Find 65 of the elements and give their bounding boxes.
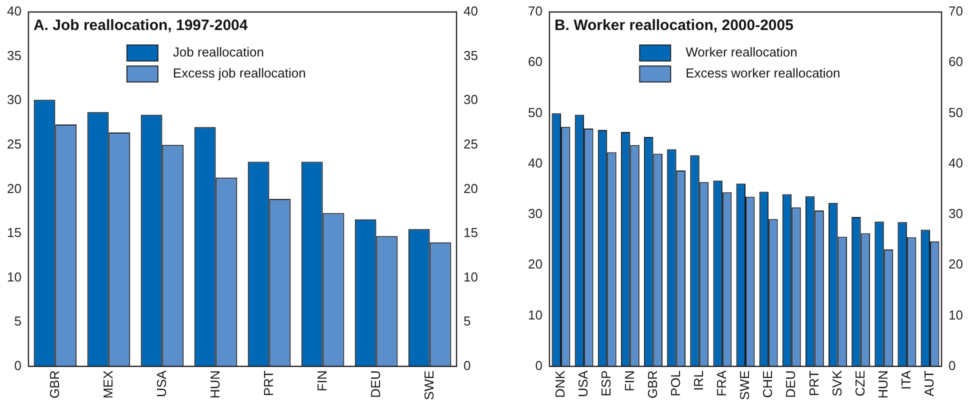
y2-tick-label: 25: [464, 136, 478, 152]
x-tick-label: AUT: [922, 370, 937, 396]
x-tick-label: IRL: [690, 370, 706, 391]
x-tick-label: PRT: [260, 370, 276, 396]
y-tick-label: 60: [528, 54, 542, 70]
x-tick-label: CZE: [852, 370, 868, 396]
y2-tick-label: 30: [948, 206, 964, 222]
y2-tick-label: 10: [948, 307, 964, 322]
y-tick-label: 10: [6, 269, 22, 284]
y-tick-label: 25: [6, 136, 22, 152]
y-tick-label: 20: [6, 180, 22, 196]
x-tick-label: DEU: [783, 370, 798, 398]
chart-title: A. Job reallocation, 1997-2004: [33, 17, 248, 34]
y-tick-label: 30: [6, 92, 22, 108]
y2-tick-label: 20: [948, 256, 964, 272]
y2-tick-label: 35: [464, 48, 478, 63]
x-tick-label: ITA: [898, 370, 914, 390]
x-tick-label: USA: [154, 370, 169, 398]
x-tick-label: GBR: [644, 370, 660, 399]
x-tick-label: FIN: [622, 370, 637, 392]
y-tick-label: 30: [528, 206, 542, 222]
y-tick-label: 40: [528, 155, 542, 170]
x-tick-label: ESP: [598, 370, 614, 396]
y-tick-label: 0: [535, 358, 542, 373]
x-tick-label: SWE: [421, 370, 436, 400]
x-tick-label: FRA: [714, 370, 730, 396]
x-tick-label: FIN: [314, 370, 330, 392]
x-tick-label: DEU: [368, 370, 383, 398]
legend-label: Excess worker reallocation: [686, 66, 840, 81]
y-tick-label: 20: [528, 256, 542, 272]
y-tick-label: 15: [6, 225, 22, 240]
y2-tick-label: 0: [948, 358, 956, 373]
x-tick-label: HUN: [875, 370, 890, 399]
y2-tick-label: 60: [948, 54, 964, 70]
x-tick-label: HUN: [207, 370, 222, 399]
x-tick-label: POL: [668, 370, 683, 396]
y2-tick-label: 40: [948, 155, 964, 170]
chart-title: B. Worker reallocation, 2000-2005: [554, 17, 794, 34]
y2-tick-label: 20: [464, 180, 478, 196]
y-tick-label: 5: [14, 314, 22, 329]
y-tick-label: 10: [528, 307, 542, 322]
y2-tick-label: 70: [948, 4, 964, 19]
y2-tick-label: 30: [464, 92, 478, 108]
y2-tick-label: 0: [464, 358, 471, 373]
x-tick-label: PRT: [806, 370, 822, 396]
x-tick-label: DNK: [552, 370, 568, 398]
legend-label: Worker reallocation: [686, 44, 798, 60]
y-tick-label: 40: [6, 4, 22, 19]
y2-tick-label: 50: [948, 104, 964, 120]
x-tick-label: CHE: [760, 370, 776, 398]
y-tick-label: 0: [14, 358, 22, 373]
y2-tick-label: 15: [464, 225, 478, 240]
legend-label: Excess job reallocation: [172, 66, 306, 81]
y2-tick-label: 5: [464, 314, 471, 329]
y-tick-label: 50: [528, 104, 542, 120]
y2-tick-label: 10: [464, 269, 478, 284]
y-tick-label: 70: [528, 4, 542, 19]
x-tick-label: SWE: [737, 370, 752, 400]
y-tick-label: 35: [6, 48, 22, 63]
x-tick-label: MEX: [100, 370, 116, 399]
x-tick-label: USA: [576, 370, 591, 398]
x-tick-label: SVK: [829, 370, 844, 396]
y2-tick-label: 40: [464, 4, 478, 19]
x-tick-label: GBR: [46, 370, 62, 399]
legend-label: Job reallocation: [172, 44, 264, 60]
